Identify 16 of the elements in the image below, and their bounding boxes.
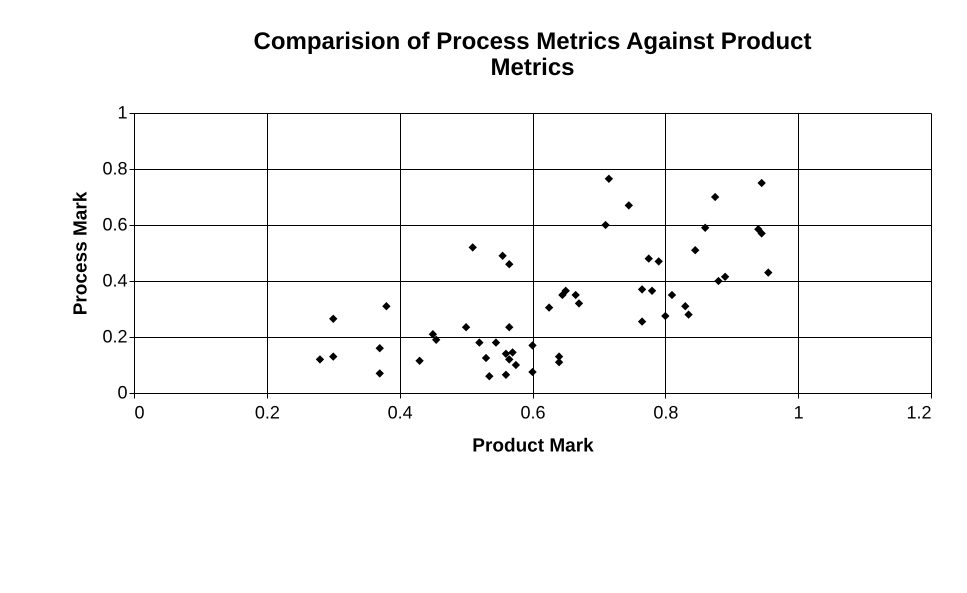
y-tick-label: 0.4	[102, 270, 128, 290]
y-axis-title: Process Mark	[70, 191, 92, 316]
x-tick-label: 0.8	[653, 402, 678, 422]
x-tick-label: 1.2	[906, 402, 932, 422]
y-tick-label: 0.6	[102, 214, 128, 234]
y-tick-label: 0.2	[102, 326, 128, 346]
x-tick-label: 0.6	[520, 402, 546, 422]
x-tick-label: 1	[794, 402, 804, 422]
y-tick-label: 1	[117, 102, 128, 122]
chart-title: Comparision of Process Metrics Against Product Metrics	[254, 28, 812, 81]
x-axis-title: Product Mark	[472, 436, 594, 456]
x-tick-label: 0.4	[388, 402, 413, 422]
x-tick-label: 0	[134, 402, 145, 422]
y-tick-label: 0	[117, 382, 128, 402]
x-tick-label: 0.2	[254, 402, 280, 422]
y-tick-label: 0.8	[102, 158, 128, 178]
